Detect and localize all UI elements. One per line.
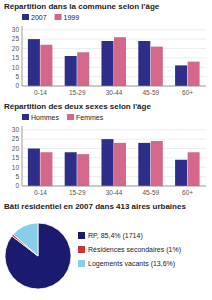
chart-title: Répartition des deux sexes selon l'âge [4, 102, 151, 111]
bar [114, 143, 126, 186]
bar-chart: Répartition des deux sexes selon l'âge Ho… [4, 102, 206, 196]
tick-label: 15-29 [69, 189, 86, 196]
tick-label: 0-14 [34, 89, 47, 96]
bar [40, 45, 52, 86]
tick-label: 30 [12, 126, 20, 133]
tick-label: 5 [15, 73, 19, 80]
bar [151, 141, 163, 186]
bar [188, 152, 200, 186]
tick-label: 10 [12, 164, 20, 171]
tick-label: 0 [15, 82, 19, 89]
bars [28, 37, 200, 86]
legend-swatch [22, 114, 29, 120]
bar-chart: Répartition dans la commune selon l'âge 2… [4, 2, 206, 96]
tick-label: 10 [12, 64, 20, 71]
tick-label: 30-44 [106, 189, 123, 196]
tick-label: 45-59 [142, 189, 159, 196]
pie-slice [5, 223, 71, 289]
bar [28, 149, 40, 187]
grid-line [22, 186, 206, 187]
legend-swatch [22, 14, 29, 20]
tick-label: 15-29 [69, 89, 86, 96]
pie-chart: Bâti résidentiel en 2007 dans 413 aires … [4, 202, 186, 289]
tick-label: 0 [15, 182, 19, 189]
y-axis [22, 126, 23, 186]
tick-label: 20 [12, 45, 20, 52]
grid-line [22, 29, 206, 30]
bar [77, 154, 89, 186]
bar [28, 39, 40, 86]
legend: 2007 1999 [22, 14, 79, 21]
x-axis [22, 186, 206, 187]
legend: Hommes Femmes [22, 114, 104, 121]
grid-line [22, 86, 206, 87]
tick-label: 60+ [182, 189, 193, 196]
tick-label: 15 [12, 154, 20, 161]
chart-title: Répartition dans la commune selon l'âge [4, 2, 160, 11]
legend-label: RP, 85,4% (1714) [88, 232, 143, 240]
legend-swatch [78, 260, 85, 267]
pie-slice [13, 223, 38, 256]
tick-label: 60+ [182, 89, 193, 96]
bar [175, 65, 187, 86]
bar [40, 152, 52, 186]
tick-label: 45-59 [142, 89, 159, 96]
legend-swatch [78, 246, 85, 253]
bar [77, 52, 89, 86]
legend-swatch [78, 232, 85, 239]
tick-label: 5 [15, 173, 19, 180]
legend-swatch [67, 114, 74, 120]
x-axis [22, 86, 206, 87]
bar [114, 37, 126, 86]
legend-label: 1999 [64, 14, 80, 21]
bar [151, 47, 163, 86]
bar [188, 62, 200, 86]
bar [65, 56, 77, 86]
bars [28, 139, 200, 186]
tick-label: 15 [12, 54, 20, 61]
bar [138, 143, 150, 186]
tick-label: 25 [12, 135, 20, 142]
legend-swatch [55, 14, 62, 20]
bar [65, 152, 77, 186]
bar [175, 160, 187, 186]
y-axis [22, 26, 23, 86]
tick-label: 30 [12, 26, 20, 33]
legend-label: Logements vacants (13,6%) [88, 260, 175, 268]
bar [138, 41, 150, 86]
legend-label: Femmes [76, 114, 104, 121]
tick-label: 0-14 [34, 189, 47, 196]
grid-line [22, 139, 206, 140]
chart-title: Bâti résidentiel en 2007 dans 413 aires … [4, 202, 186, 211]
grid-line [22, 129, 206, 130]
legend: RP, 85,4% (1714) Résidences secondaires (… [78, 232, 181, 268]
legend-label: Résidences secondaires (1%) [88, 246, 181, 254]
tick-label: 20 [12, 145, 20, 152]
legend-label: Hommes [31, 114, 60, 121]
legend-label: 2007 [31, 14, 47, 21]
bar [101, 41, 113, 86]
page: Répartition dans la commune selon l'âge 2… [0, 0, 212, 300]
bar [101, 139, 113, 186]
tick-label: 25 [12, 35, 20, 42]
tick-label: 30-44 [106, 89, 123, 96]
